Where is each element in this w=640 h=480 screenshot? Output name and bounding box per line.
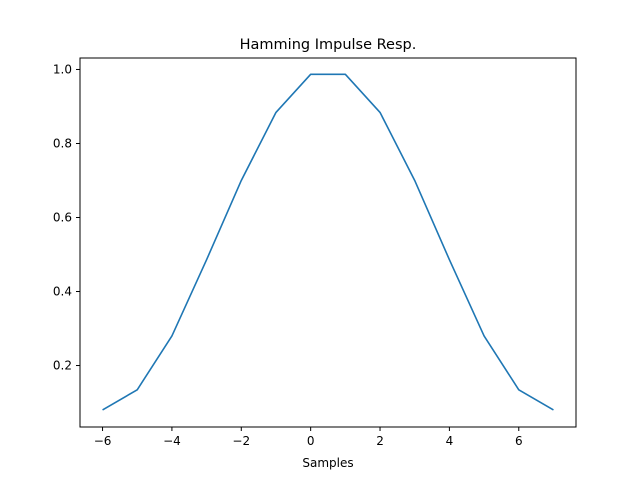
x-axis-label: Samples [302,456,353,470]
y-tick-label: 0.4 [53,285,72,299]
y-tick-label: 0.6 [53,211,72,225]
plot-area [80,58,576,427]
x-tick-label: 6 [515,434,523,448]
x-tick-label: 0 [307,434,315,448]
y-tick-label: 0.2 [53,359,72,373]
plot-frame [79,57,577,428]
x-tick-label: −6 [94,434,112,448]
x-tick-label: 2 [376,434,384,448]
x-tick-label: −2 [232,434,250,448]
x-tick-label: −4 [163,434,181,448]
series-line [102,73,554,411]
y-tick-label: 1.0 [53,62,72,76]
x-tick-label: 4 [446,434,454,448]
chart-title: Hamming Impulse Resp. [240,37,417,53]
y-tick-label: 0.8 [53,136,72,150]
